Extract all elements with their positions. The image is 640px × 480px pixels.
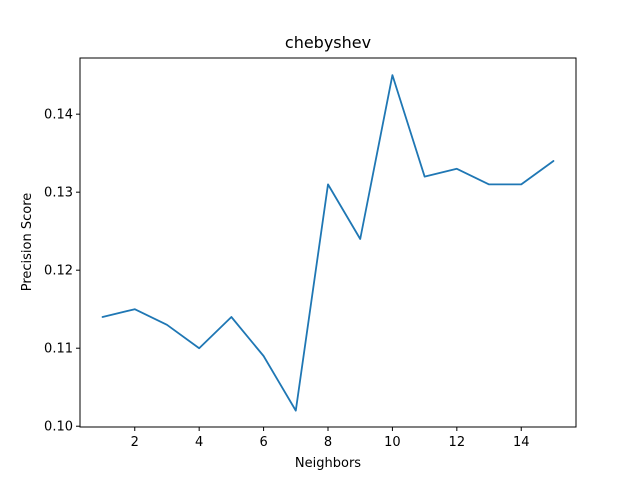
x-tick-label: 6 [259,435,267,450]
chart-title: chebyshev [285,33,371,52]
x-tick-label: 2 [131,435,139,450]
x-tick-label: 10 [384,435,401,450]
y-tick-label: 0.10 [44,420,73,435]
plot-frame [79,57,577,428]
y-tick-label: 0.12 [44,264,73,279]
y-tick-label: 0.13 [44,186,73,201]
x-tick-label: 4 [195,435,203,450]
x-tick-label: 12 [449,435,466,450]
y-tick-label: 0.11 [44,342,73,357]
y-axis-label: Precision Score [20,193,35,292]
y-tick-label: 0.14 [44,108,73,123]
x-axis-label: Neighbors [295,456,361,471]
x-tick-label: 8 [324,435,332,450]
x-tick-label: 14 [513,435,530,450]
series-line-0 [101,74,555,412]
plot-area: 2 4 6 8 10 12 14 0.10 0.11 0.12 0.13 0.14 [44,57,577,450]
